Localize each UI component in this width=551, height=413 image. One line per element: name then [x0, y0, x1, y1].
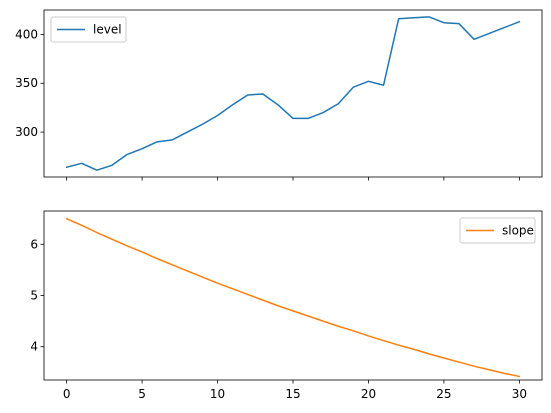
slope-y-tick-label: 5 [30, 289, 38, 303]
slope-x-tick-label: 30 [512, 387, 527, 401]
slope-x-tick-label: 20 [361, 387, 376, 401]
slope-panel: 4 5 6 0 5 10 15 20 25 30 slope [30, 210, 543, 401]
slope-x-tick-label: 5 [138, 387, 146, 401]
level-y-tick-label: 400 [15, 27, 38, 41]
slope-legend-box [459, 217, 536, 244]
slope-y-ticks: 4 5 6 [30, 237, 44, 354]
slope-x-ticks: 0 5 10 15 20 25 30 [63, 380, 527, 401]
level-y-ticks: 300 350 400 [15, 27, 44, 139]
level-legend-label: level [93, 23, 122, 37]
slope-legend-label: slope [502, 224, 534, 238]
level-series-line [65, 16, 521, 171]
slope-x-tick-label: 0 [63, 387, 71, 401]
level-y-tick-label: 350 [15, 76, 38, 90]
slope-axes-frame [43, 210, 543, 381]
slope-x-tick-label: 15 [285, 387, 300, 401]
level-panel: 300 350 400 level [15, 9, 543, 181]
slope-series-line [65, 217, 521, 378]
slope-y-tick-label: 4 [30, 340, 38, 354]
level-x-ticks [66, 177, 520, 181]
slope-x-tick-label: 10 [210, 387, 225, 401]
slope-x-tick-label: 25 [436, 387, 451, 401]
level-legend: level [50, 16, 127, 43]
slope-legend: slope [459, 217, 536, 244]
level-y-tick-label: 300 [15, 125, 38, 139]
level-axes-frame [43, 9, 543, 178]
level-legend-box [50, 16, 127, 43]
slope-y-tick-label: 6 [30, 237, 38, 251]
